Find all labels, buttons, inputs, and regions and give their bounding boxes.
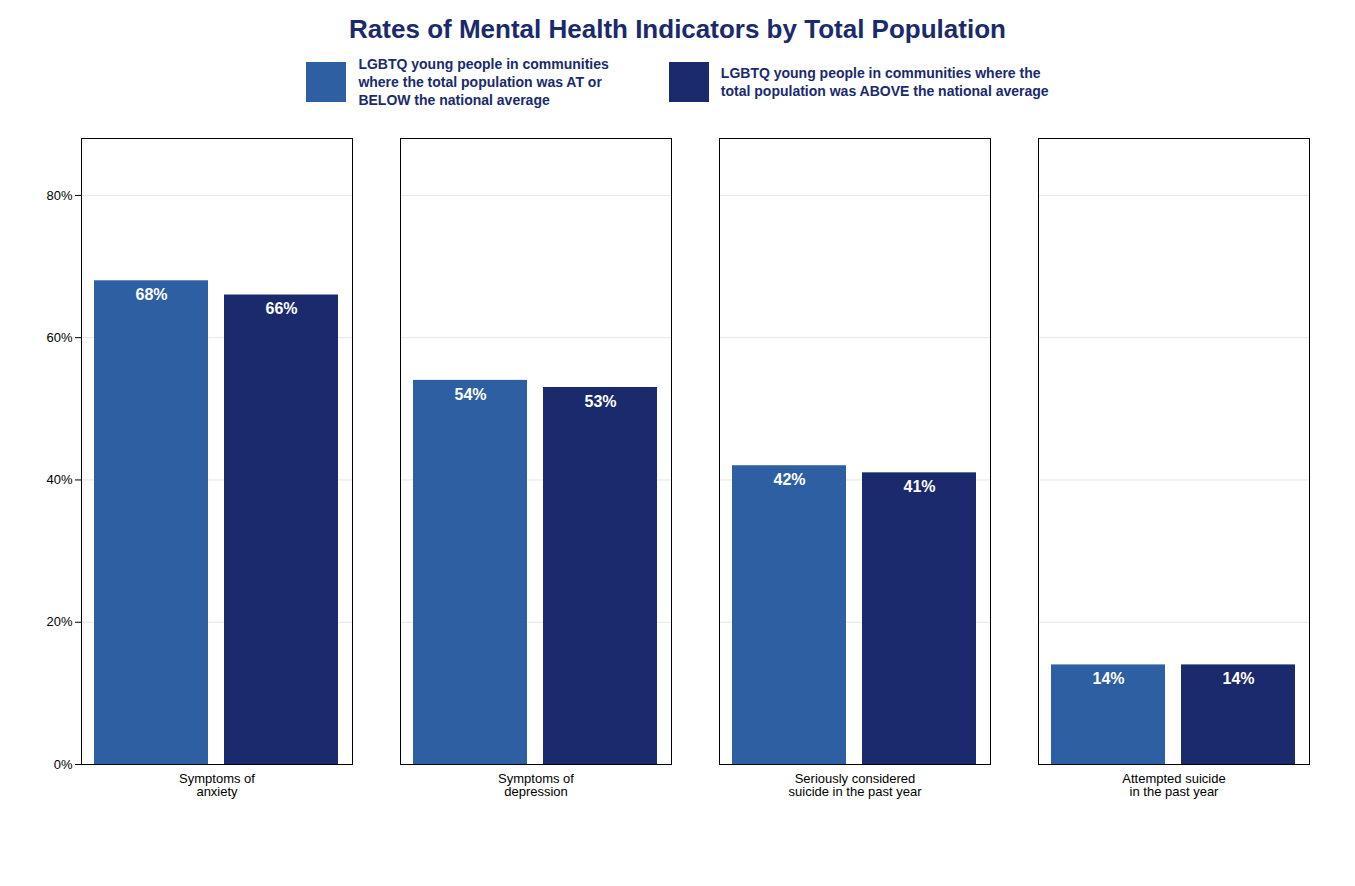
svg-text:60%: 60% bbox=[46, 329, 72, 344]
svg-text:Symptoms ofanxiety: Symptoms ofanxiety bbox=[179, 770, 255, 798]
svg-text:68%: 68% bbox=[135, 286, 167, 303]
svg-text:66%: 66% bbox=[265, 300, 297, 317]
svg-text:14%: 14% bbox=[1222, 670, 1254, 687]
svg-text:14%: 14% bbox=[1092, 670, 1124, 687]
html-text:Rates of Mental Health Indicat: Rates of Mental Health Indicators by Tot… bbox=[349, 14, 1006, 44]
svg-text:80%: 80% bbox=[46, 187, 72, 202]
html-text:LGBTQ young people in communit: LGBTQ young people in communities where … bbox=[720, 65, 1049, 100]
svg-text:Symptoms ofdepression: Symptoms ofdepression bbox=[498, 770, 574, 798]
svg-text:42%: 42% bbox=[773, 471, 805, 488]
svg-text:20%: 20% bbox=[46, 614, 72, 629]
svg-text:54%: 54% bbox=[454, 385, 486, 402]
svg-text:41%: 41% bbox=[903, 478, 935, 495]
svg-text:0%: 0% bbox=[54, 756, 73, 771]
svg-text:Seriously consideredsuicide in: Seriously consideredsuicide in the past … bbox=[789, 770, 923, 798]
svg-text:40%: 40% bbox=[46, 472, 72, 487]
svg-text:53%: 53% bbox=[584, 392, 616, 409]
svg-text:Attempted suicidein the past y: Attempted suicidein the past year bbox=[1122, 770, 1225, 798]
html-text:LGBTQ young people in communit: LGBTQ young people in communities where … bbox=[358, 56, 609, 109]
